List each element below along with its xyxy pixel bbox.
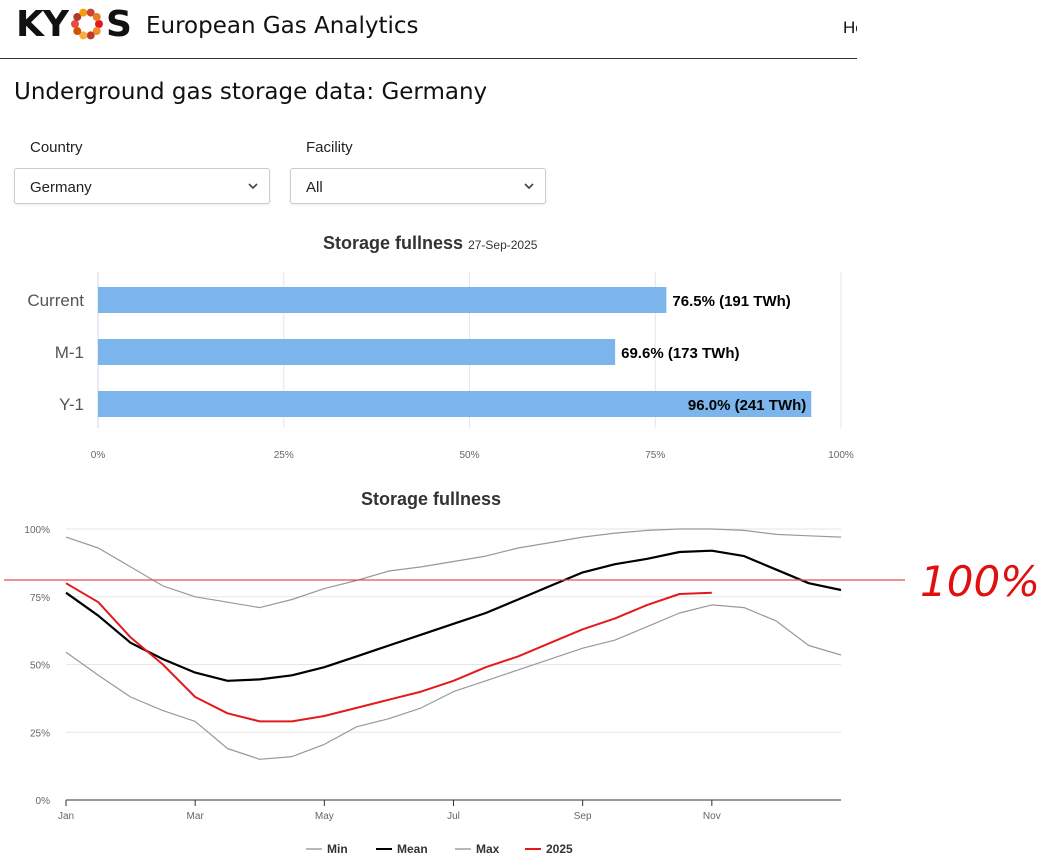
logo-dot (86, 31, 95, 40)
logo-dot (92, 12, 101, 21)
line-x-tick-label: Sep (574, 811, 592, 822)
bar-chart-title: Storage fullness 27-Sep-2025 (323, 233, 537, 254)
bar-data-label: 76.5% (191 TWh) (672, 293, 790, 310)
legend-label-min: Min (327, 842, 348, 856)
facility-select[interactable]: All (290, 168, 546, 204)
line-chart: 0% 25% 50% 75% 100% Jan Mar May Jul Sep Nov Min Mean… (24, 525, 842, 856)
series-line-max (65, 528, 842, 609)
nav-home-link[interactable]: Home (843, 18, 857, 37)
line-chart-legend: Min Mean Max 2025 (306, 842, 573, 856)
bar-m-1 (98, 339, 616, 365)
logo-text-right: S (105, 3, 132, 45)
annotation-overlay: 100% (4, 557, 1040, 606)
bar-x-tick-label: 100% (828, 450, 854, 461)
bar-chart-subtitle: 27-Sep-2025 (468, 238, 538, 252)
kyos-logo[interactable]: KY S (16, 2, 132, 46)
logo-dot (94, 20, 103, 28)
line-x-tick-label: Nov (703, 811, 721, 822)
country-select[interactable]: Germany (14, 168, 270, 204)
bar-data-label: 69.6% (173 TWh) (621, 345, 739, 362)
line-x-tick-label: Jul (447, 811, 460, 822)
bar-x-tick-label: 50% (459, 450, 479, 461)
logo-text-left: KY (16, 3, 69, 45)
chevron-down-icon (524, 183, 534, 190)
country-label: Country (30, 139, 83, 156)
bar-category-label: Y-1 (59, 395, 84, 414)
line-y-tick-label: 25% (30, 728, 50, 739)
bar-chart-title-text: Storage fullness (323, 233, 464, 253)
bar-category-label: M-1 (55, 343, 84, 362)
logo-dot (73, 12, 82, 21)
logo-dot (73, 27, 82, 36)
chevron-down-icon (248, 183, 258, 190)
page-title: Underground gas storage data: Germany (14, 79, 488, 105)
facility-label: Facility (306, 139, 353, 156)
logo-dot (70, 20, 79, 28)
bar-x-tick-label: 0% (91, 450, 106, 461)
annotation-text: 100% (920, 557, 1040, 606)
logo-dot (86, 8, 95, 17)
bar-y-1 (98, 391, 812, 417)
logo-dot (92, 27, 101, 36)
app-title: European Gas Analytics (146, 13, 419, 39)
line-x-tick-label: May (315, 811, 334, 822)
line-x-tick-label: Jan (58, 811, 74, 822)
series-line-min (65, 604, 842, 760)
line-chart-title: Storage fullness (361, 489, 502, 509)
line-y-tick-label: 0% (36, 796, 51, 807)
legend-label-max: Max (476, 842, 500, 856)
bar-category-label: Current (27, 291, 84, 310)
legend-label-mean: Mean (397, 842, 428, 856)
country-select-value: Germany (30, 179, 92, 196)
logo-o-icon (70, 8, 103, 40)
line-y-tick-label: 75% (30, 593, 50, 604)
series-line-mean (65, 549, 842, 682)
bar-data-label: 96.0% (241 TWh) (688, 397, 806, 414)
bar-current (98, 287, 667, 313)
bar-x-tick-label: 75% (645, 450, 665, 461)
line-y-tick-label: 100% (24, 525, 50, 536)
line-y-tick-label: 50% (30, 661, 50, 672)
series-line-2025 (65, 582, 712, 723)
facility-select-value: All (306, 179, 323, 196)
bar-chart: 0% 25% 50% 75% 100% Current 76.5% (191 TWh) M-1… (27, 272, 854, 461)
bar-x-tick-label: 25% (274, 450, 294, 461)
legend-label-2025: 2025 (546, 842, 573, 856)
line-x-tick-label: Mar (187, 811, 205, 822)
app-header: KY S European Gas Analytics Home (0, 0, 857, 59)
logo-dot (79, 8, 88, 17)
logo-dot (79, 31, 88, 40)
